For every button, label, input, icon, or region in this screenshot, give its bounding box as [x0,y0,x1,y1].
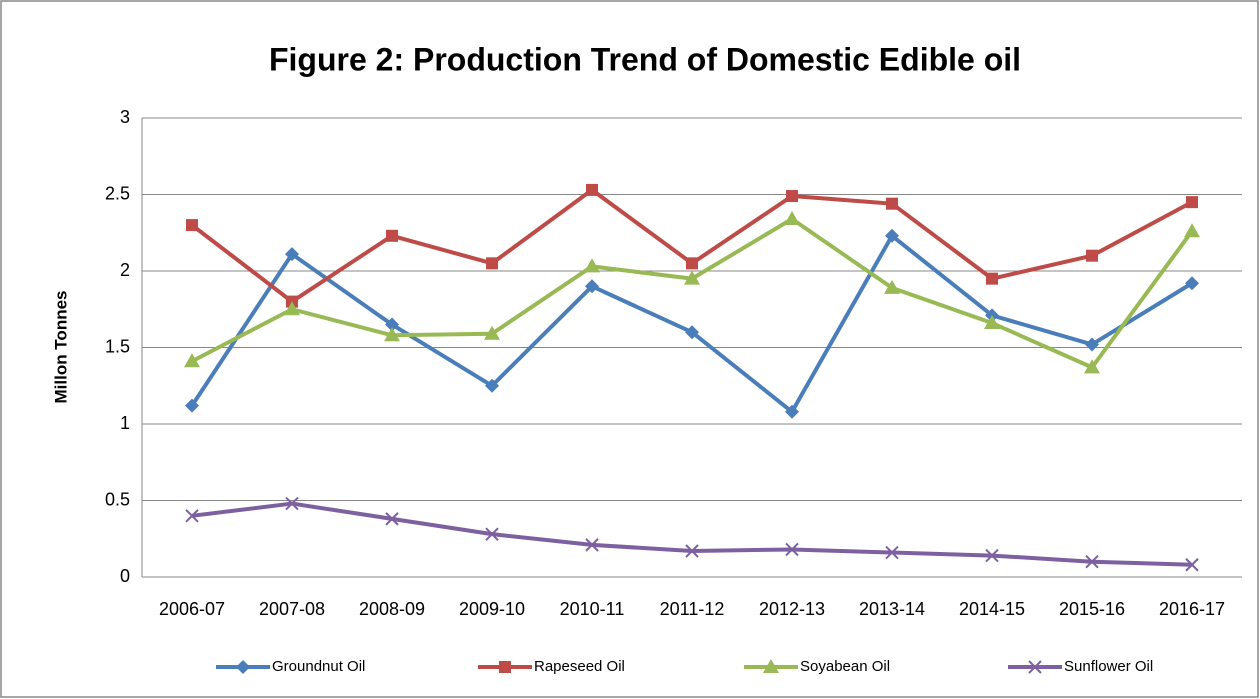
data-point [785,404,799,419]
data-point [484,325,500,340]
data-point [184,353,200,368]
x-tick-label: 2012-13 [759,599,825,619]
data-point [284,301,300,316]
data-point [786,190,798,203]
data-point [685,325,699,340]
legend-marker [499,661,511,673]
x-tick-label: 2007-08 [259,599,325,619]
data-point [585,279,599,294]
data-point [1185,558,1199,572]
data-point [1185,276,1199,291]
legend-marker [236,660,250,674]
data-point [885,545,899,560]
data-point [485,527,499,541]
data-point [686,257,698,270]
y-axis-label: Millon Tonnes [51,290,70,403]
legend-marker [1028,660,1042,674]
data-point [785,542,799,557]
data-point [886,197,898,210]
data-point [986,272,998,285]
data-point [384,327,400,342]
data-point [186,219,198,232]
y-tick-label: 0.5 [105,489,130,509]
y-tick-label: 1.5 [105,336,130,356]
data-point [185,398,199,413]
legend-marker [763,659,779,673]
data-point [185,509,199,523]
data-point [585,538,599,552]
y-tick-label: 1 [120,413,130,433]
data-point [285,496,299,511]
data-point [1186,196,1198,209]
x-tick-label: 2013-14 [859,599,925,619]
x-tick-label: 2008-09 [359,599,425,619]
data-point [1084,359,1100,374]
data-point [784,210,800,225]
legend-label: Sunflower Oil [1064,658,1153,675]
x-tick-label: 2009-10 [459,599,525,619]
x-tick-label: 2014-15 [959,599,1025,619]
data-point [1184,223,1200,238]
legend-label: Soyabean Oil [800,658,890,675]
data-point [386,229,398,242]
data-point [684,270,700,285]
x-tick-label: 2016-17 [1159,599,1225,619]
y-tick-label: 0 [120,566,130,586]
x-tick-label: 2015-16 [1059,599,1125,619]
data-point [486,257,498,270]
data-point [685,544,699,558]
chart-title: Figure 2: Production Trend of Domestic E… [269,41,1021,77]
y-tick-label: 3 [120,107,130,127]
data-point [985,548,999,563]
x-tick-label: 2006-07 [159,599,225,619]
data-point [385,512,399,526]
data-point [485,378,499,393]
data-point [584,258,600,273]
data-point [285,247,299,262]
data-point [586,183,598,196]
x-tick-label: 2011-12 [660,599,725,619]
data-point [885,228,899,243]
y-tick-label: 2.5 [105,183,130,203]
x-tick-label: 2010-11 [560,599,625,619]
legend-label: Rapeseed Oil [534,658,625,675]
data-point [1085,337,1099,352]
data-point [1086,249,1098,262]
data-point [984,315,1000,330]
y-tick-label: 2 [120,260,130,280]
legend-label: Groundnut Oil [272,658,365,675]
data-point [385,317,399,332]
data-point [884,279,900,294]
data-point [1085,554,1099,569]
